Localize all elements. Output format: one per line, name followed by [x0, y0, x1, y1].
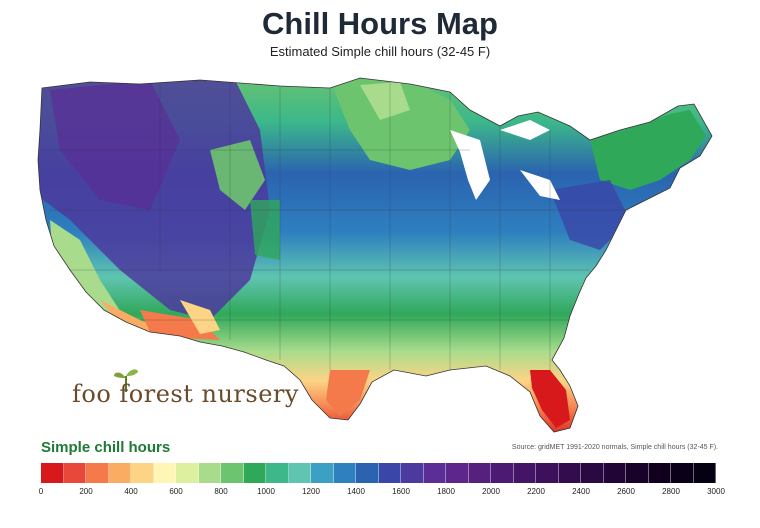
- legend-color-cell: [131, 463, 154, 483]
- legend-color-cell: [86, 463, 109, 483]
- legend-tick-label: 800: [214, 487, 228, 496]
- legend-color-cell: [581, 463, 604, 483]
- legend-color-cell: [513, 463, 536, 483]
- legend-tick-label: 2600: [617, 487, 635, 496]
- legend-tick-label: 2000: [482, 487, 500, 496]
- legend-tick-label: 600: [169, 487, 183, 496]
- legend-tick-label: 1000: [257, 487, 275, 496]
- legend-colorbar: [41, 463, 716, 483]
- legend-tick-label: 0: [38, 487, 44, 496]
- legend-tick-label: 1600: [392, 487, 410, 496]
- legend-tick-label: 3000: [707, 487, 725, 496]
- legend-tick-label: 200: [79, 487, 93, 496]
- legend-color-cell: [468, 463, 491, 483]
- legend-tick-label: 2400: [572, 487, 590, 496]
- legend-tick-label: 2800: [662, 487, 680, 496]
- legend-color-cell: [491, 463, 514, 483]
- legend-color-cell: [243, 463, 266, 483]
- legend-color-cell: [108, 463, 131, 483]
- legend-color-cell: [446, 463, 469, 483]
- sprout-icon: [114, 369, 138, 392]
- logo-text: foo forest nursery: [72, 380, 299, 408]
- legend-tick-label: 1400: [347, 487, 365, 496]
- legend-color-cell: [378, 463, 401, 483]
- legend-color-cell: [603, 463, 626, 483]
- legend-color-cell: [401, 463, 424, 483]
- source-note: Source: gridMET 1991-2020 normals, Simpl…: [511, 444, 718, 451]
- page-title: Chill Hours Map: [262, 6, 498, 41]
- legend-color-cell: [423, 463, 446, 483]
- legend-ticks: 0 200 400 600 800 1000 1200 1400 1600 1800 2000 220…: [38, 487, 725, 499]
- legend-tick-label: 1800: [437, 487, 455, 496]
- legend-color-cell: [153, 463, 176, 483]
- page-subtitle: Estimated Simple chill hours (32-45 F): [269, 44, 491, 59]
- legend-color-cell: [176, 463, 199, 483]
- food-forest-nursery-logo: foo forest nursery: [72, 366, 298, 414]
- legend-color-cell: [693, 463, 716, 483]
- legend-color-cell: [63, 463, 86, 483]
- legend-color-cell: [558, 463, 581, 483]
- legend-color-cell: [626, 463, 649, 483]
- legend-color-cell: [266, 463, 289, 483]
- legend-color-cell: [288, 463, 311, 483]
- legend-color-cell: [671, 463, 694, 483]
- legend-color-cell: [41, 463, 64, 483]
- legend-color-cell: [536, 463, 559, 483]
- legend-color-cell: [198, 463, 221, 483]
- legend-color-cell: [333, 463, 356, 483]
- legend-title: Simple chill hours: [41, 439, 171, 456]
- legend-tick-label: 1200: [302, 487, 320, 496]
- us-chill-hours-map: [37, 77, 713, 433]
- legend-color-cell: [221, 463, 244, 483]
- legend-color-cell: [356, 463, 379, 483]
- legend-tick-label: 2200: [527, 487, 545, 496]
- legend-color-cell: [648, 463, 671, 483]
- legend-color-cell: [311, 463, 334, 483]
- legend-tick-label: 400: [124, 487, 138, 496]
